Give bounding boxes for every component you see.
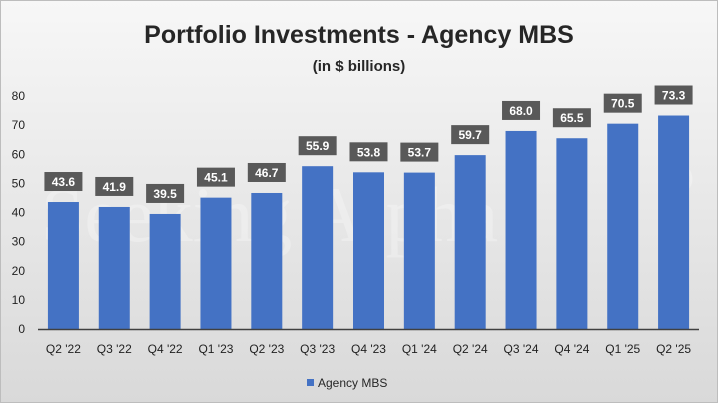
bar xyxy=(505,130,537,329)
y-tick-label: 0 xyxy=(18,322,25,336)
data-label: 53.7 xyxy=(408,146,432,160)
data-label: 53.8 xyxy=(357,145,381,159)
x-tick-label: Q2 '24 xyxy=(453,342,488,356)
x-tick-label: Q1 '25 xyxy=(605,342,640,356)
bar xyxy=(47,202,79,329)
x-tick-label: Q4 '24 xyxy=(554,342,589,356)
x-tick-label: Q3 '22 xyxy=(97,342,132,356)
data-label-box xyxy=(502,100,541,120)
data-label-box xyxy=(603,93,642,113)
x-tick-label: Q2 '23 xyxy=(249,342,284,356)
data-label-box xyxy=(196,167,235,187)
y-tick-label: 30 xyxy=(12,235,26,249)
bar xyxy=(353,172,384,329)
bar xyxy=(251,192,283,329)
data-label-box xyxy=(552,108,591,128)
x-tick-label: Q1 '23 xyxy=(198,342,233,356)
x-tick-label: Q4 '22 xyxy=(148,342,183,356)
x-tick-label: Q1 '24 xyxy=(402,342,437,356)
y-tick-label: 60 xyxy=(12,147,26,161)
bars-group: 43.6 41.9 39.5 45.1 46.7 55.9 53.8 53.7 59.7 68.0… xyxy=(44,85,693,329)
y-tick-label: 40 xyxy=(12,206,26,220)
x-tick-label: Q2 '25 xyxy=(656,342,691,356)
x-tick-label: Q3 '24 xyxy=(504,342,539,356)
data-label: 41.9 xyxy=(103,180,127,194)
legend: Agency MBS xyxy=(307,376,387,390)
y-tick-label: 20 xyxy=(12,264,26,278)
x-tick-label: Q3 '23 xyxy=(300,342,335,356)
data-label-box xyxy=(451,125,490,145)
y-tick-label: 10 xyxy=(12,293,26,307)
x-tick-label: Q4 '23 xyxy=(351,342,386,356)
data-label: 70.5 xyxy=(611,97,635,111)
data-label: 73.3 xyxy=(662,89,686,103)
chart-title: Portfolio Investments - Agency MBS xyxy=(144,21,574,49)
y-tick-label: 70 xyxy=(12,118,26,132)
data-label-box xyxy=(247,162,286,182)
data-label-box xyxy=(654,85,693,105)
x-tick-label: Q2 '22 xyxy=(46,342,81,356)
bar xyxy=(658,115,690,329)
bar xyxy=(454,155,486,329)
data-label: 59.7 xyxy=(459,128,483,142)
data-label-box xyxy=(146,183,185,203)
data-label-box xyxy=(95,176,134,196)
data-label-box xyxy=(400,142,439,162)
data-label: 65.5 xyxy=(560,111,584,125)
bar xyxy=(556,138,588,329)
data-label: 55.9 xyxy=(306,139,330,153)
bar xyxy=(302,166,334,329)
bar xyxy=(403,172,435,329)
data-label-box xyxy=(298,136,337,156)
data-label: 43.6 xyxy=(52,175,76,189)
bar xyxy=(607,123,639,329)
data-label-box xyxy=(44,172,83,192)
y-tick-label: 80 xyxy=(12,89,26,103)
bar xyxy=(98,206,130,329)
data-label: 45.1 xyxy=(204,171,228,185)
chart-subtitle: (in $ billions) xyxy=(313,58,406,75)
x-axis: Q2 '22 Q3 '22 Q4 '22 Q1 '23 Q2 '23 Q3 '23 Q4 '… xyxy=(38,328,699,356)
y-tick-label: 50 xyxy=(12,176,26,190)
bar xyxy=(200,197,232,329)
data-label: 46.7 xyxy=(255,166,279,180)
data-label: 68.0 xyxy=(509,104,533,118)
data-label: 39.5 xyxy=(153,187,177,201)
legend-label: Agency MBS xyxy=(318,376,387,390)
legend-swatch xyxy=(307,379,314,386)
y-axis: 0 10 20 30 40 50 60 70 80 xyxy=(12,89,26,336)
data-label-box xyxy=(349,142,388,162)
bar xyxy=(149,213,181,329)
